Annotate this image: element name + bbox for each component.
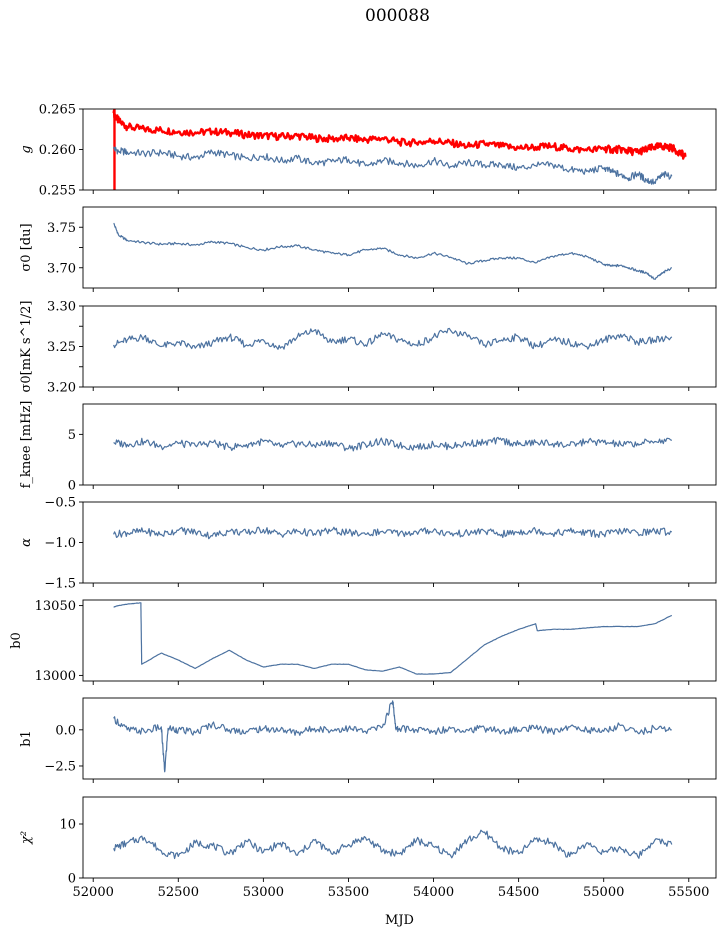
y-tick-label-sigma0_du: 3.75 <box>47 221 76 236</box>
y-tick-label-sigma0_mk: 3.30 <box>47 300 76 315</box>
series-line-b0-0 <box>113 602 673 675</box>
x-tick-label: 53500 <box>328 885 369 900</box>
y-axis-label-b0: b0 <box>9 632 24 649</box>
panel-g: 0.255 0.260 0.265 g <box>19 103 717 199</box>
panel-b0: 13000 13050 b0 <box>9 599 717 685</box>
series-line-sigma0_du-0 <box>113 222 672 280</box>
x-tick-label: 52500 <box>158 885 199 900</box>
y-tick-label-chi2: 10 <box>59 818 76 833</box>
panel-frame-b1 <box>82 697 717 780</box>
y-axis-label-b1: b1 <box>19 730 34 747</box>
y-axis-label-sigma0_du: σ0 [du] <box>19 223 34 271</box>
y-axis-label-chi2: χ² <box>19 831 34 845</box>
panel-fknee: 0 5 f_knee [mHz] <box>19 401 717 494</box>
x-axis-label: MJD <box>385 913 414 928</box>
panel-sigma0_du: 3.70 3.75 σ0 [du] <box>19 206 717 292</box>
y-tick-label-sigma0_mk: 3.20 <box>47 381 76 396</box>
y-axis-label-sigma0_mk: σ0[mK s^1/2] <box>19 301 34 393</box>
x-tick-label: 54000 <box>413 885 454 900</box>
y-tick-label-fknee: 0 <box>68 479 76 494</box>
y-tick-label-g: 0.260 <box>39 143 76 158</box>
series-line-sigma0_mk-0 <box>113 327 673 350</box>
panel-frame-sigma0_mk <box>82 305 717 388</box>
y-axis-label-alpha: α <box>19 538 34 547</box>
y-tick-label-alpha: −1.5 <box>44 577 76 592</box>
series-line-g-0 <box>112 109 687 160</box>
panel-b1: −2.5 0.0 b1 <box>19 697 717 783</box>
y-axis-label-fknee: f_knee [mHz] <box>19 401 34 489</box>
y-tick-label-b1: 0.0 <box>55 723 76 738</box>
panel-chi2: 0 10 52000 52500 53000 53500 54000 54500 55000 55… <box>19 796 717 900</box>
y-tick-label-sigma0_du: 3.70 <box>47 261 76 276</box>
panel-frame-fknee <box>82 403 717 486</box>
y-tick-label-b0: 13050 <box>35 599 76 614</box>
panel-frame-alpha <box>82 501 717 584</box>
panel-frame-sigma0_du <box>82 206 717 289</box>
panel-frame-chi2 <box>82 796 717 879</box>
y-axis-label-g: g <box>19 145 34 153</box>
y-tick-label-alpha: −0.5 <box>44 496 76 511</box>
panel-sigma0_mk: 3.20 3.25 3.30 σ0[mK s^1/2] <box>19 300 717 396</box>
y-tick-label-b1: −2.5 <box>44 759 76 774</box>
series-line-b1-0 <box>113 700 672 773</box>
y-tick-label-alpha: −1.0 <box>44 536 76 551</box>
y-tick-label-g: 0.255 <box>39 184 76 199</box>
y-tick-label-sigma0_mk: 3.25 <box>47 340 76 355</box>
panel-frame-b0 <box>82 599 717 682</box>
y-tick-label-g: 0.265 <box>39 103 76 118</box>
series-line-chi2-0 <box>113 829 673 860</box>
x-tick-label: 55000 <box>583 885 624 900</box>
x-tick-label: 52000 <box>73 885 114 900</box>
x-tick-label: 53000 <box>243 885 284 900</box>
series-line-alpha-0 <box>113 526 673 540</box>
y-tick-label-b0: 13000 <box>35 669 76 684</box>
y-tick-label-fknee: 5 <box>68 428 76 443</box>
panel-alpha: −1.5 −1.0 −0.5 α <box>19 496 717 592</box>
figure-title: 000088 <box>365 6 430 26</box>
series-line-g-1 <box>113 146 673 185</box>
series-line-fknee-0 <box>113 436 673 452</box>
x-tick-label: 55500 <box>668 885 709 900</box>
y-tick-label-chi2: 0 <box>68 872 76 887</box>
x-tick-label: 54500 <box>498 885 539 900</box>
